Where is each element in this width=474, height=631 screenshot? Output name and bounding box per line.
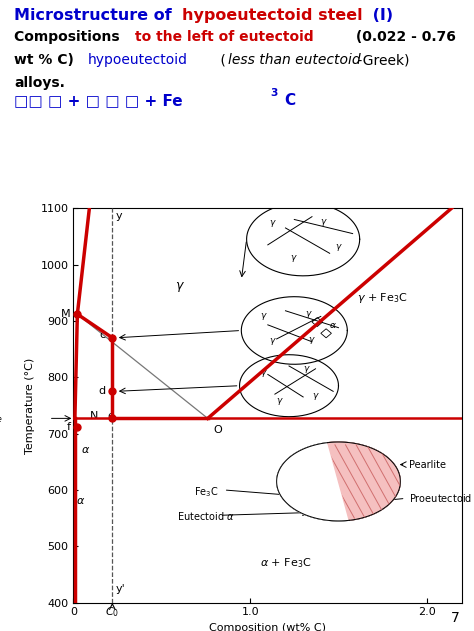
Text: alloys.: alloys. xyxy=(14,76,65,90)
Text: Proeutectoid $\alpha$: Proeutectoid $\alpha$ xyxy=(409,492,474,504)
Text: N: N xyxy=(90,411,98,420)
Text: y: y xyxy=(116,211,122,221)
Text: (: ( xyxy=(216,53,226,67)
Text: $\gamma$: $\gamma$ xyxy=(260,368,268,379)
Text: $\alpha$: $\alpha$ xyxy=(81,445,90,456)
Text: $\gamma$: $\gamma$ xyxy=(260,311,268,322)
Text: d: d xyxy=(98,386,105,396)
Text: f: f xyxy=(66,422,70,432)
Text: e: e xyxy=(107,411,114,420)
Text: $T_e$: $T_e$ xyxy=(0,411,3,425)
Text: $\gamma$: $\gamma$ xyxy=(276,396,284,407)
Text: $\gamma$: $\gamma$ xyxy=(269,218,277,229)
Text: 3: 3 xyxy=(270,88,278,98)
Text: $\gamma$: $\gamma$ xyxy=(303,365,310,375)
Text: $\alpha$: $\alpha$ xyxy=(76,496,85,506)
Text: wt % C): wt % C) xyxy=(14,53,79,67)
Text: $\gamma$: $\gamma$ xyxy=(320,217,328,228)
Y-axis label: Temperature (°C): Temperature (°C) xyxy=(25,357,35,454)
Text: Eutectoid $\alpha$: Eutectoid $\alpha$ xyxy=(177,510,235,522)
Text: less than eutectoid: less than eutectoid xyxy=(228,53,360,67)
Text: M: M xyxy=(61,309,70,319)
Text: $C_0$: $C_0$ xyxy=(105,605,119,619)
Text: $\alpha$ + Fe$_3$C: $\alpha$ + Fe$_3$C xyxy=(260,557,311,570)
Polygon shape xyxy=(312,317,323,326)
Text: c: c xyxy=(99,330,105,340)
Text: $\gamma$: $\gamma$ xyxy=(305,309,312,320)
Text: □□ □ + □ □ □ + Fe: □□ □ + □ □ □ + Fe xyxy=(14,93,183,109)
Text: Microstructure of: Microstructure of xyxy=(14,8,178,23)
Polygon shape xyxy=(277,442,349,521)
Text: (I): (I) xyxy=(367,8,393,23)
Text: $\gamma$: $\gamma$ xyxy=(311,391,319,403)
Text: y': y' xyxy=(116,584,126,594)
Text: hypoeutectoid: hypoeutectoid xyxy=(88,53,188,67)
Text: $\gamma$: $\gamma$ xyxy=(291,254,298,264)
Text: $\gamma$ + Fe$_3$C: $\gamma$ + Fe$_3$C xyxy=(357,292,408,305)
Text: to the left of eutectoid: to the left of eutectoid xyxy=(135,30,314,44)
Text: Pearlite: Pearlite xyxy=(409,459,446,469)
Text: $\gamma$: $\gamma$ xyxy=(335,242,342,253)
Polygon shape xyxy=(321,329,331,338)
Text: hypoeutectoid steel: hypoeutectoid steel xyxy=(182,8,363,23)
Text: $\gamma$: $\gamma$ xyxy=(174,280,184,294)
Text: $\gamma$: $\gamma$ xyxy=(269,336,277,347)
Text: $\alpha$: $\alpha$ xyxy=(329,321,337,331)
Text: C: C xyxy=(284,93,295,109)
Polygon shape xyxy=(328,442,401,521)
Text: O: O xyxy=(213,425,222,435)
Text: 7: 7 xyxy=(451,611,460,625)
X-axis label: Composition (wt% C): Composition (wt% C) xyxy=(210,623,326,631)
Text: -Greek): -Greek) xyxy=(353,53,410,67)
Text: $\gamma$: $\gamma$ xyxy=(308,335,316,346)
Text: Compositions: Compositions xyxy=(14,30,125,44)
Text: (0.022 - 0.76: (0.022 - 0.76 xyxy=(351,30,456,44)
Text: Fe$_3$C: Fe$_3$C xyxy=(194,485,218,499)
